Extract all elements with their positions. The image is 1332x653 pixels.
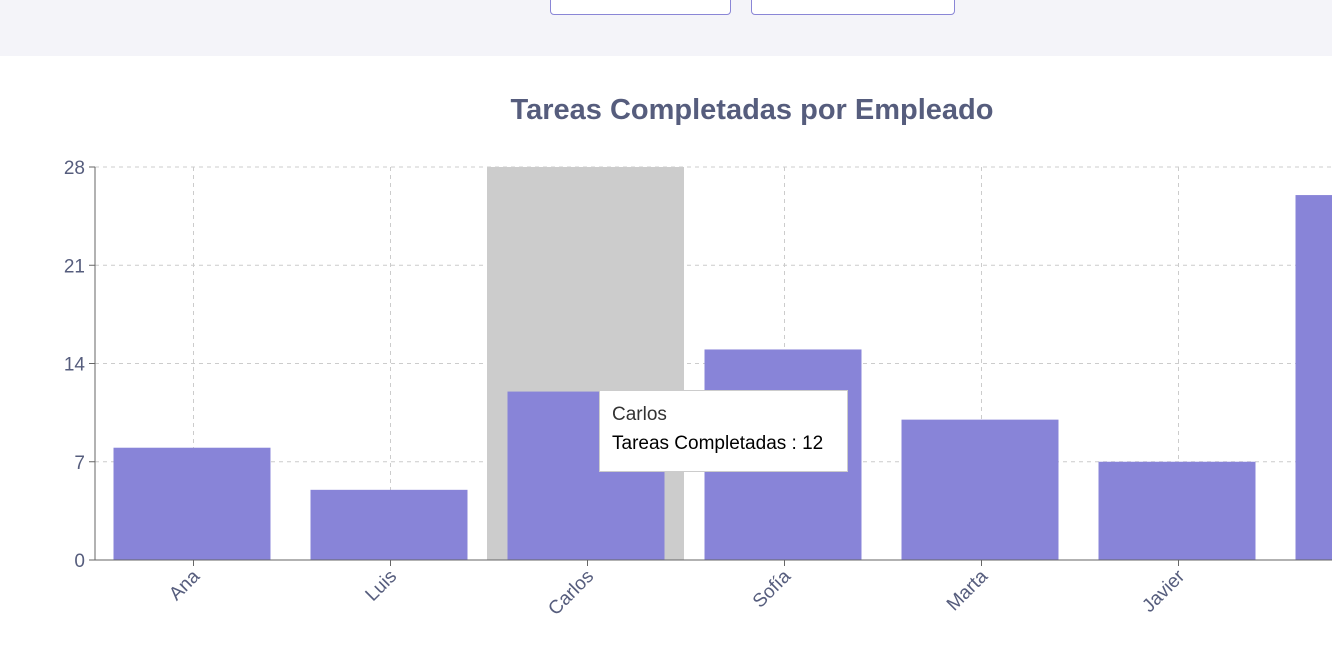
x-tick-label: Javier bbox=[1138, 566, 1189, 617]
y-tick-label: 0 bbox=[74, 551, 85, 572]
tooltip-value: 12 bbox=[802, 433, 824, 454]
bar bbox=[113, 447, 271, 560]
y-tick-label: 14 bbox=[64, 355, 86, 376]
chart-tooltip: Carlos Tareas Completadas : 12 bbox=[599, 390, 848, 472]
tooltip-value-line: Tareas Completadas : 12 bbox=[612, 433, 835, 455]
x-tick-label: Carlos bbox=[544, 566, 598, 620]
bar bbox=[310, 489, 468, 560]
top-toolbar bbox=[0, 0, 1332, 56]
bar bbox=[901, 419, 1059, 560]
bars bbox=[113, 195, 1332, 561]
y-tick-label: 28 bbox=[64, 158, 85, 179]
tooltip-separator: : bbox=[786, 433, 803, 454]
tooltip-label: Carlos bbox=[612, 404, 667, 425]
bar bbox=[1295, 195, 1332, 561]
x-tick-label: Sofía bbox=[749, 566, 796, 613]
toolbar-button-2[interactable] bbox=[751, 0, 955, 15]
y-tick-label: 21 bbox=[64, 256, 85, 277]
tooltip-series-name: Tareas Completadas bbox=[612, 433, 787, 454]
x-tick-label: Marta bbox=[943, 566, 992, 615]
x-tick-label: Luis bbox=[362, 566, 401, 605]
toolbar-button-1[interactable] bbox=[550, 0, 731, 15]
chart-title: Tareas Completadas por Empleado bbox=[510, 94, 994, 126]
y-tick-label: 7 bbox=[74, 453, 85, 474]
x-tick-label: Ana bbox=[165, 566, 204, 605]
bar bbox=[1098, 461, 1256, 560]
